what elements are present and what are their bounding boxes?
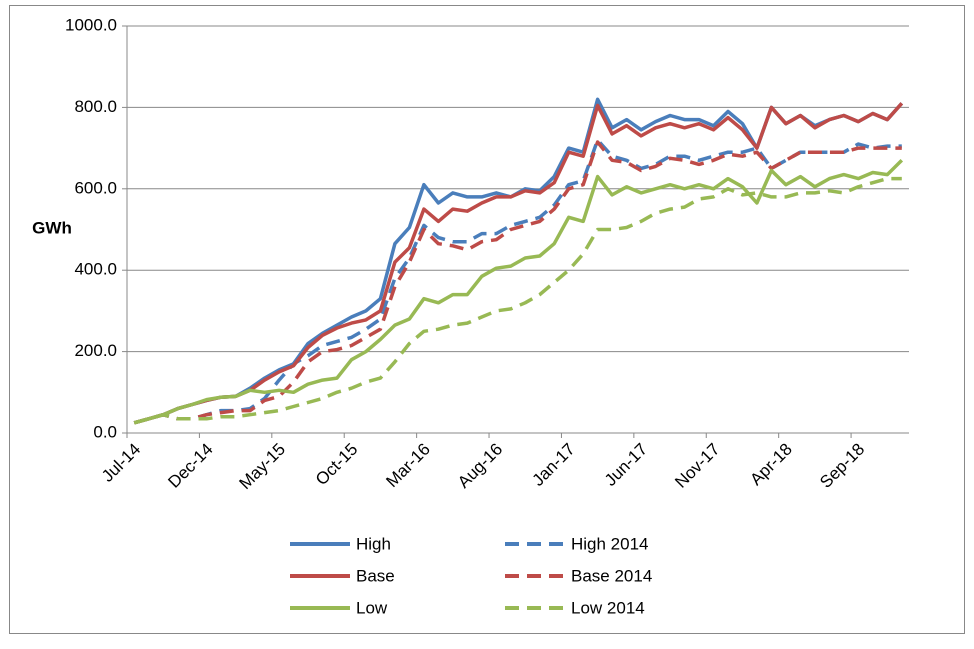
legend-label: Low 2014: [571, 598, 645, 617]
legend-label: Low: [356, 598, 388, 617]
legend-label: High 2014: [571, 534, 649, 553]
y-tick-label: 400.0: [74, 260, 117, 279]
y-tick-label: 0.0: [93, 422, 117, 441]
series-line: [133, 102, 904, 425]
y-tick-label: 600.0: [74, 178, 117, 197]
y-tick-label: 1000.0: [65, 15, 117, 34]
y-tick-label: 200.0: [74, 341, 117, 360]
series-line: [133, 176, 902, 425]
series-line: [133, 159, 904, 425]
y-axis-label: GWh: [32, 218, 72, 237]
legend-label: Base 2014: [571, 566, 652, 585]
legend-label: Base: [356, 566, 395, 585]
y-tick-label: 800.0: [74, 97, 117, 116]
series-line: [133, 140, 902, 425]
legend-label: High: [356, 534, 391, 553]
chart-frame: [9, 5, 965, 634]
